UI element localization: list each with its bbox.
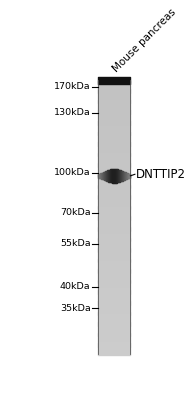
- Text: 170kDa: 170kDa: [54, 82, 91, 91]
- Text: 55kDa: 55kDa: [60, 239, 91, 248]
- Text: 130kDa: 130kDa: [54, 108, 91, 117]
- Text: 70kDa: 70kDa: [60, 208, 91, 217]
- Text: 40kDa: 40kDa: [60, 282, 91, 291]
- Text: DNTTIP2: DNTTIP2: [136, 168, 186, 181]
- Text: 35kDa: 35kDa: [60, 304, 91, 313]
- Text: Mouse pancreas: Mouse pancreas: [111, 7, 178, 74]
- Text: 100kDa: 100kDa: [54, 168, 91, 177]
